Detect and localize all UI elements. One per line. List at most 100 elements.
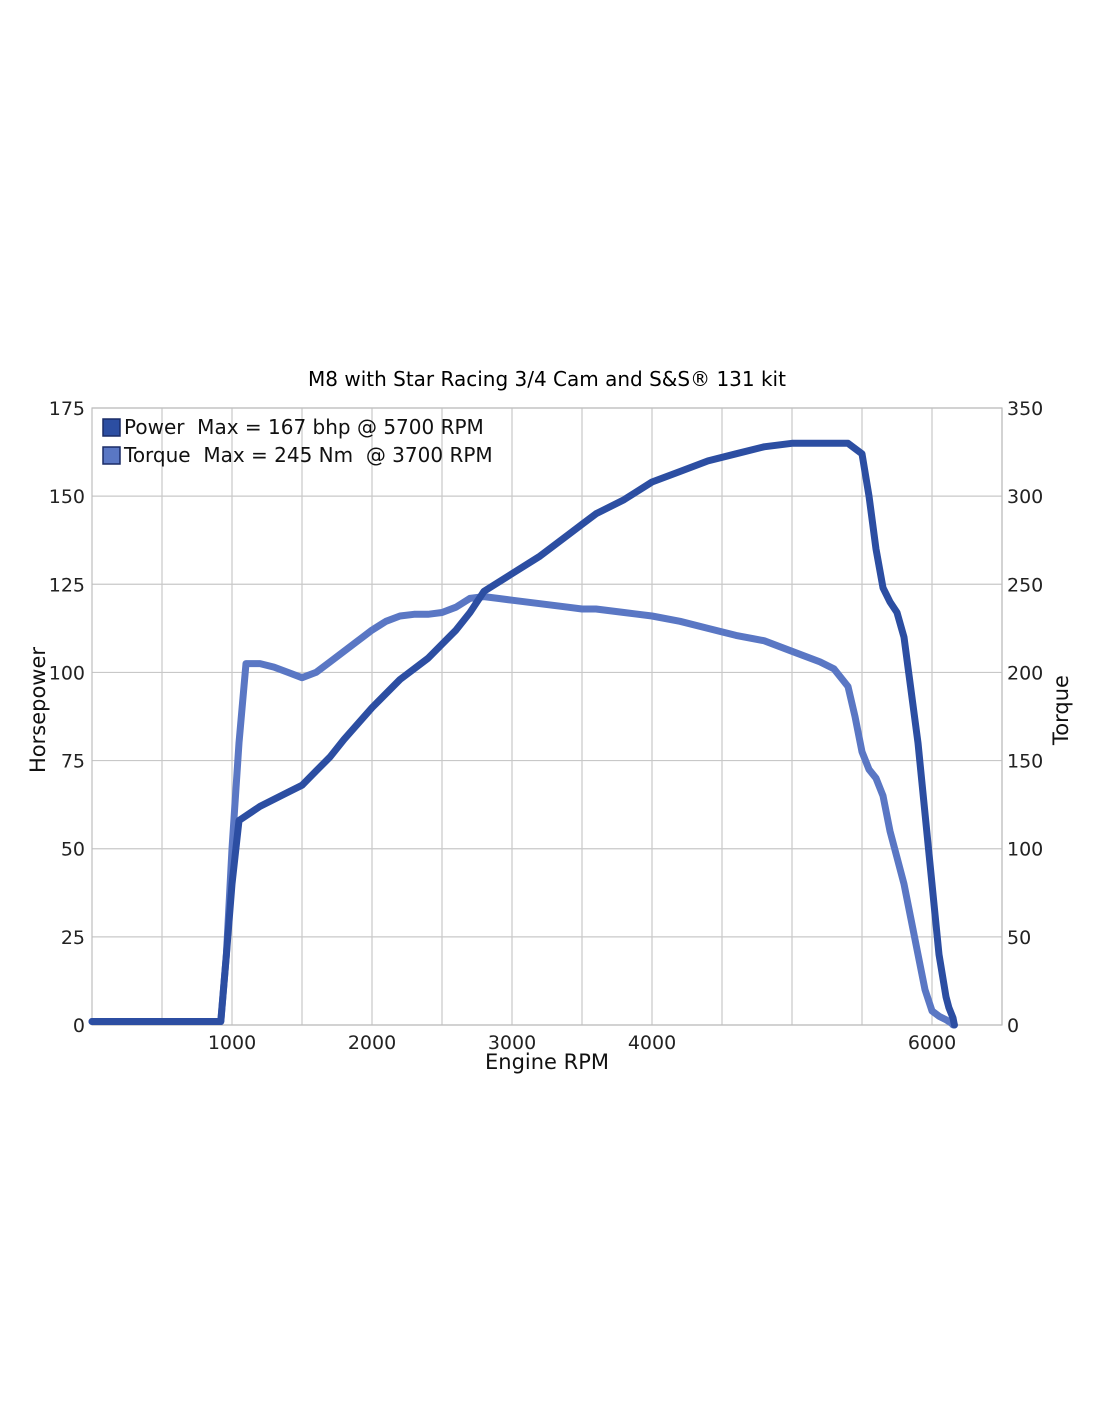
data-point-power [229,881,235,887]
data-point-torque [733,633,739,638]
data-point-torque [467,596,473,601]
data-point-torque [929,1008,935,1014]
data-point-power [880,585,886,590]
x-axis-label: Engine RPM [485,1050,609,1074]
y-left-tick-label: 25 [61,927,85,949]
data-point-power [733,451,739,456]
data-point-torque [677,619,683,624]
x-tick-label: 6000 [908,1032,956,1054]
data-point-torque [894,855,900,860]
data-point-torque [313,670,319,675]
data-point-torque [411,612,417,617]
data-point-power [621,497,627,502]
data-point-torque [425,612,431,617]
y-left-tick-label: 75 [61,751,85,773]
series-layer [88,439,958,1029]
data-point-torque [285,670,291,675]
data-point-power [952,1022,957,1028]
x-tick-label: 1000 [208,1032,256,1054]
data-point-power [509,571,515,576]
data-point-power [236,818,242,823]
series-line-power [88,439,958,1029]
left-axis-ticks: 0 25 50 75 100 125 150 175 [49,398,85,1037]
data-point-power [453,627,459,633]
data-point-torque [236,740,242,746]
right-axis-ticks: 0 50 100 150 200 250 300 350 [1007,398,1043,1037]
data-point-torque [593,606,599,612]
data-point-power [285,790,291,795]
legend: Power Max = 167 bhp @ 5700 RPM Torque Ma… [102,415,493,467]
legend-item-torque: Torque Max = 245 Nm @ 3700 RPM [102,443,493,467]
data-point-power [159,1019,165,1024]
data-point-torque [355,638,361,643]
data-point-torque [579,606,585,612]
data-point-torque [621,610,627,615]
data-point-power [565,532,571,538]
data-point-torque [509,598,515,603]
data-point-torque [817,659,823,665]
y-left-tick-label: 125 [49,574,85,596]
data-point-power [257,804,263,809]
data-point-torque [915,952,921,957]
data-point-torque [397,613,403,619]
data-point-torque [880,793,886,798]
data-point-torque [453,605,459,610]
data-point-power [946,1005,951,1010]
data-point-torque [341,649,347,654]
data-point-power [789,441,795,446]
data-point-power [922,811,928,816]
y-left-tick-label: 150 [49,486,85,508]
data-point-power [313,768,319,774]
data-point-power [915,740,921,746]
plot-frame [91,407,1003,1026]
data-point-power [341,737,347,742]
data-point-power [866,493,872,499]
data-point-power [908,687,914,693]
data-point-power [950,1015,956,1021]
legend-item-power: Power Max = 167 bhp @ 5700 RPM [102,415,484,439]
data-point-power [397,677,403,682]
y-right-tick-label: 100 [1007,839,1043,861]
y-axis-label-right: Torque [1049,675,1073,746]
data-point-power [887,599,893,605]
legend-swatch-torque [102,446,121,465]
data-point-power [894,610,900,615]
chart-title: M8 with Star Racing 3/4 Cam and S&S® 131… [308,367,786,391]
data-point-torque [369,627,375,633]
data-point-power [327,754,333,760]
x-tick-label: 2000 [348,1032,396,1054]
y-left-tick-label: 50 [61,839,85,861]
y-right-tick-label: 250 [1007,574,1043,596]
data-point-power [481,589,487,594]
data-point-torque [852,714,858,719]
data-point-torque [908,917,914,922]
data-point-power [859,451,865,456]
x-tick-label: 3000 [488,1032,536,1054]
data-point-power [425,656,431,661]
data-point-power [901,635,907,640]
x-tick-label: 4000 [628,1032,676,1054]
data-point-power [299,783,305,788]
y-axis-label-left: Horsepower [26,647,50,773]
data-point-torque [761,638,767,643]
legend-label-torque: Torque Max = 245 Nm @ 3700 RPM [123,443,493,467]
data-point-torque [859,749,865,754]
y-right-tick-label: 350 [1007,398,1043,420]
y-left-tick-label: 0 [73,1015,85,1037]
y-right-tick-label: 200 [1007,662,1043,684]
data-point-torque [243,661,249,666]
y-left-tick-label: 100 [49,662,85,684]
data-point-power [677,469,683,474]
data-point-torque [565,605,571,610]
data-point-torque [649,613,655,619]
data-point-torque [936,1014,942,1019]
data-point-torque [866,767,872,772]
data-point-power [593,511,599,516]
data-point-torque [831,666,837,672]
y-right-tick-label: 300 [1007,486,1043,508]
data-point-power [224,952,229,957]
data-point-torque [327,659,333,665]
data-point-power [845,441,851,446]
data-point-torque [299,675,305,680]
